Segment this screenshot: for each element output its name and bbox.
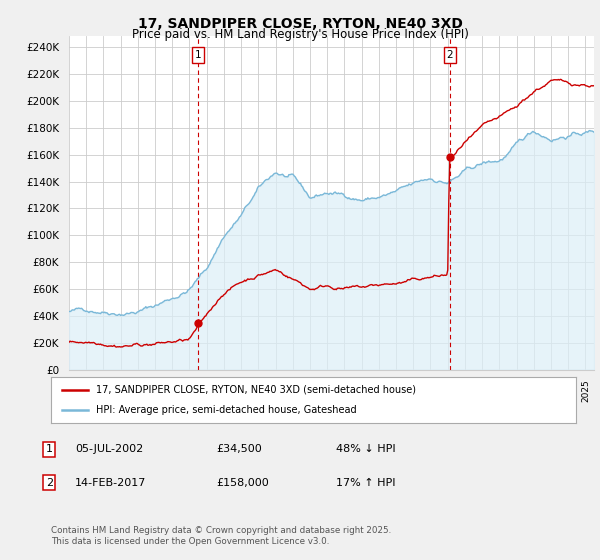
Text: 14-FEB-2017: 14-FEB-2017: [75, 478, 146, 488]
Text: 2: 2: [46, 478, 53, 488]
Text: Price paid vs. HM Land Registry's House Price Index (HPI): Price paid vs. HM Land Registry's House …: [131, 28, 469, 41]
Text: HPI: Average price, semi-detached house, Gateshead: HPI: Average price, semi-detached house,…: [95, 405, 356, 415]
Text: £34,500: £34,500: [216, 444, 262, 454]
Text: 1: 1: [46, 444, 53, 454]
Text: £158,000: £158,000: [216, 478, 269, 488]
Text: 05-JUL-2002: 05-JUL-2002: [75, 444, 143, 454]
Text: 17% ↑ HPI: 17% ↑ HPI: [336, 478, 395, 488]
Text: Contains HM Land Registry data © Crown copyright and database right 2025.
This d: Contains HM Land Registry data © Crown c…: [51, 526, 391, 546]
Text: 1: 1: [195, 50, 202, 60]
Text: 48% ↓ HPI: 48% ↓ HPI: [336, 444, 395, 454]
Text: 17, SANDPIPER CLOSE, RYTON, NE40 3XD: 17, SANDPIPER CLOSE, RYTON, NE40 3XD: [137, 17, 463, 31]
Text: 2: 2: [446, 50, 453, 60]
Text: 17, SANDPIPER CLOSE, RYTON, NE40 3XD (semi-detached house): 17, SANDPIPER CLOSE, RYTON, NE40 3XD (se…: [95, 385, 416, 395]
